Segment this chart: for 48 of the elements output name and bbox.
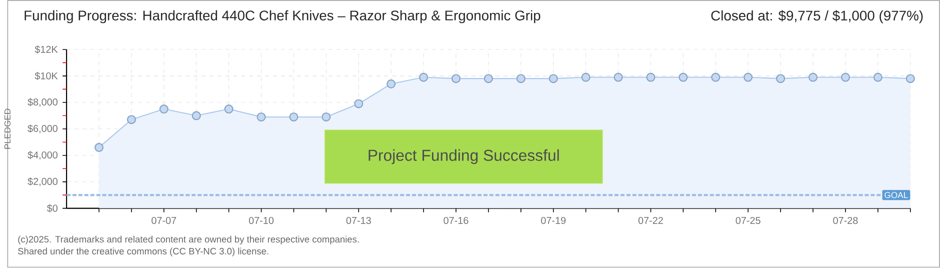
point — [224, 104, 234, 114]
point — [873, 72, 882, 82]
point — [289, 112, 298, 122]
point — [548, 74, 558, 84]
x-tick-label: 07-22 — [638, 217, 663, 224]
point — [646, 72, 656, 82]
point — [711, 72, 720, 82]
x-tick-label: 07-25 — [736, 217, 760, 224]
point — [126, 115, 136, 124]
ref-line-label: GOAL — [884, 192, 908, 198]
chart-subtitle: Closed at: $9,775 / $1,000 (977%) — [711, 10, 923, 24]
point — [256, 112, 266, 122]
chart-title: Funding Progress: Handcrafted 440C Chef Knives – Razor Sharp & Ergonomic Grip — [24, 10, 540, 24]
point — [192, 111, 201, 120]
x-tick-label: 07-10 — [248, 217, 274, 224]
y-tick-label: $6,000 — [28, 124, 58, 134]
point — [808, 72, 818, 82]
point — [419, 72, 428, 82]
point — [840, 72, 850, 82]
y-axis-title: PLEDGED — [4, 108, 11, 149]
point — [159, 104, 168, 114]
point — [94, 143, 104, 152]
point — [452, 74, 461, 84]
point — [614, 72, 623, 82]
x-tick-label: 07-28 — [833, 217, 858, 224]
point — [906, 74, 915, 84]
y-tick-label: $4,000 — [28, 151, 58, 160]
point — [386, 80, 396, 89]
point — [744, 72, 753, 82]
annotation: Project Funding Successful — [368, 149, 559, 164]
point — [516, 74, 526, 84]
point — [581, 72, 590, 82]
y-tick-label: $2,000 — [28, 178, 58, 186]
y-tick-label: $12K — [34, 46, 58, 54]
y-tick-label: $0 — [46, 204, 58, 212]
text: Shared under the creative commons (CC BY-NC 3.0) license. — [18, 248, 268, 256]
point — [776, 74, 786, 84]
x-tick-label: 07-16 — [444, 217, 468, 224]
y-tick-label: $10K — [34, 72, 58, 80]
x-tick-label: 07-19 — [541, 217, 566, 224]
x-tick-label: 07-13 — [346, 217, 371, 224]
point — [322, 112, 331, 122]
y-tick-label: $8,000 — [28, 98, 58, 107]
text: (c)2025. Trademarks and related content are owned by their respective companies. — [18, 236, 359, 245]
point — [484, 74, 493, 84]
point — [678, 72, 688, 82]
point — [354, 99, 364, 108]
x-tick-label: 07-07 — [152, 217, 176, 224]
